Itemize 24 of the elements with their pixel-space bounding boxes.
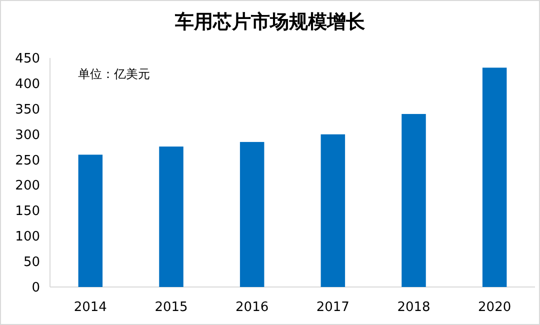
- y-tick-label: 350: [15, 102, 40, 118]
- y-tick-label: 100: [15, 230, 40, 245]
- x-tick-label: 2015: [154, 300, 188, 315]
- x-tick-label: 2014: [74, 300, 107, 315]
- y-tick-label: 0: [32, 280, 40, 296]
- bar: [320, 134, 346, 287]
- y-tick-label: 450: [15, 52, 40, 66]
- chart-title: 车用芯片市场规模增长: [174, 11, 366, 33]
- y-tick-label: 300: [15, 128, 40, 143]
- y-tick-label: 250: [15, 153, 40, 168]
- bar: [78, 154, 103, 287]
- x-tick-label: 2017: [316, 300, 350, 315]
- bar: [402, 114, 426, 287]
- x-tick-label: 2016: [236, 300, 269, 315]
- bar: [482, 68, 507, 287]
- y-tick-label: 200: [15, 178, 40, 194]
- x-tick-label: 2018: [397, 300, 430, 315]
- annotation: 单位：亿美元: [78, 67, 150, 81]
- y-tick-label: 150: [15, 204, 40, 220]
- bar: [240, 142, 264, 287]
- y-tick-label: 400: [15, 76, 40, 92]
- y-tick-label: 50: [23, 255, 40, 270]
- bar: [159, 146, 184, 287]
- x-tick-label: 2020: [478, 300, 512, 315]
